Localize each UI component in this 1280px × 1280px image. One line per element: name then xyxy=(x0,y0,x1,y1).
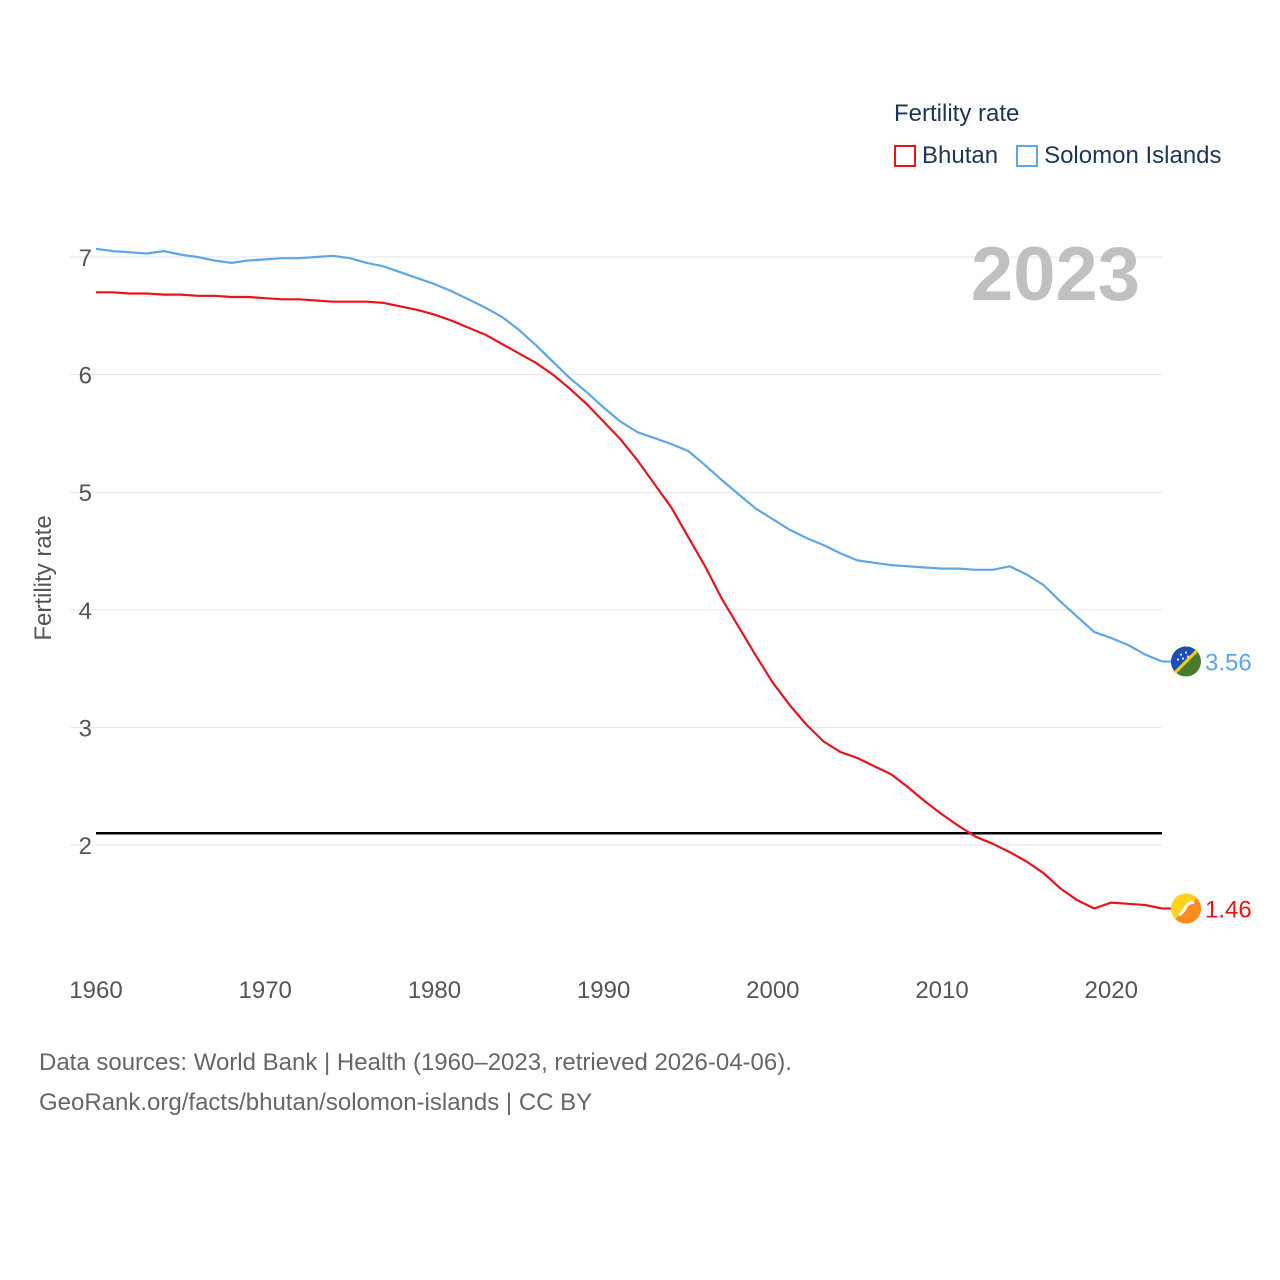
x-tick-label-1980: 1980 xyxy=(408,977,461,1004)
y-tick-label-7: 7 xyxy=(79,245,92,272)
flag-solomon-stripe xyxy=(1173,649,1199,674)
legend-swatch-solomon-islands xyxy=(1016,145,1039,167)
y-tick-label-2: 2 xyxy=(79,833,92,860)
flag-solomon-star-1 xyxy=(1184,651,1188,654)
flag-icon-solomon-islands xyxy=(1171,646,1201,677)
legend-title: Fertility rate xyxy=(894,100,1020,127)
x-tick-label-2020: 2020 xyxy=(1085,977,1138,1004)
end-value-label-solomon-islands: 3.56 xyxy=(1205,650,1252,677)
legend-swatch-bhutan xyxy=(894,145,916,167)
x-tick-label-1970: 1970 xyxy=(239,977,292,1004)
flag-solomon-upper xyxy=(1171,646,1198,672)
flag-bhutan-lower xyxy=(1175,897,1201,924)
x-tick-label-2010: 2010 xyxy=(915,977,968,1004)
y-tick-label-6: 6 xyxy=(79,363,92,390)
end-markers: 1.46 3.56 xyxy=(1162,646,1252,924)
legend: Bhutan Solomon Islands xyxy=(894,142,1240,170)
year-label: 2023 xyxy=(971,232,1140,317)
y-axis-label: Fertility rate xyxy=(30,515,57,640)
y-axis-ticks: 2 3 4 5 6 7 xyxy=(79,245,92,860)
grid-lines xyxy=(70,256,1162,846)
y-tick-label-5: 5 xyxy=(79,480,92,507)
series-lines xyxy=(95,247,1163,910)
flag-solomon-star-4 xyxy=(1186,655,1190,658)
footer: Data sources: World Bank | Health (1960–… xyxy=(39,1043,792,1123)
legend-label-solomon-islands: Solomon Islands xyxy=(1044,142,1222,169)
flag-solomon-star-3 xyxy=(1181,657,1185,660)
footer-sources: Data sources: World Bank | Health (1960–… xyxy=(39,1049,792,1076)
x-axis-ticks: 1960 1970 1980 1990 2000 2010 2020 xyxy=(69,977,1138,1004)
legend-item-solomon-islands[interactable]: Solomon Islands xyxy=(1016,142,1222,170)
series-line-solomon-islands xyxy=(95,247,1163,663)
y-tick-label-3: 3 xyxy=(79,715,92,742)
x-tick-label-2000: 2000 xyxy=(746,977,799,1004)
series-line-bhutan xyxy=(96,291,1163,910)
footer-credit: GeoRank.org/facts/bhutan/solomon-islands… xyxy=(39,1089,593,1116)
flag-bhutan-dragon xyxy=(1178,901,1195,917)
y-tick-label-4: 4 xyxy=(79,598,92,625)
flag-solomon-star-0 xyxy=(1179,653,1183,656)
legend-label-bhutan: Bhutan xyxy=(922,142,999,169)
x-tick-label-1990: 1990 xyxy=(577,977,630,1004)
legend-item-bhutan[interactable]: Bhutan xyxy=(894,142,998,170)
end-value-label-bhutan: 1.46 xyxy=(1205,897,1252,924)
flag-icon-bhutan xyxy=(1171,893,1201,924)
x-tick-label-1960: 1960 xyxy=(69,977,122,1004)
flag-solomon-star-2 xyxy=(1176,658,1180,661)
